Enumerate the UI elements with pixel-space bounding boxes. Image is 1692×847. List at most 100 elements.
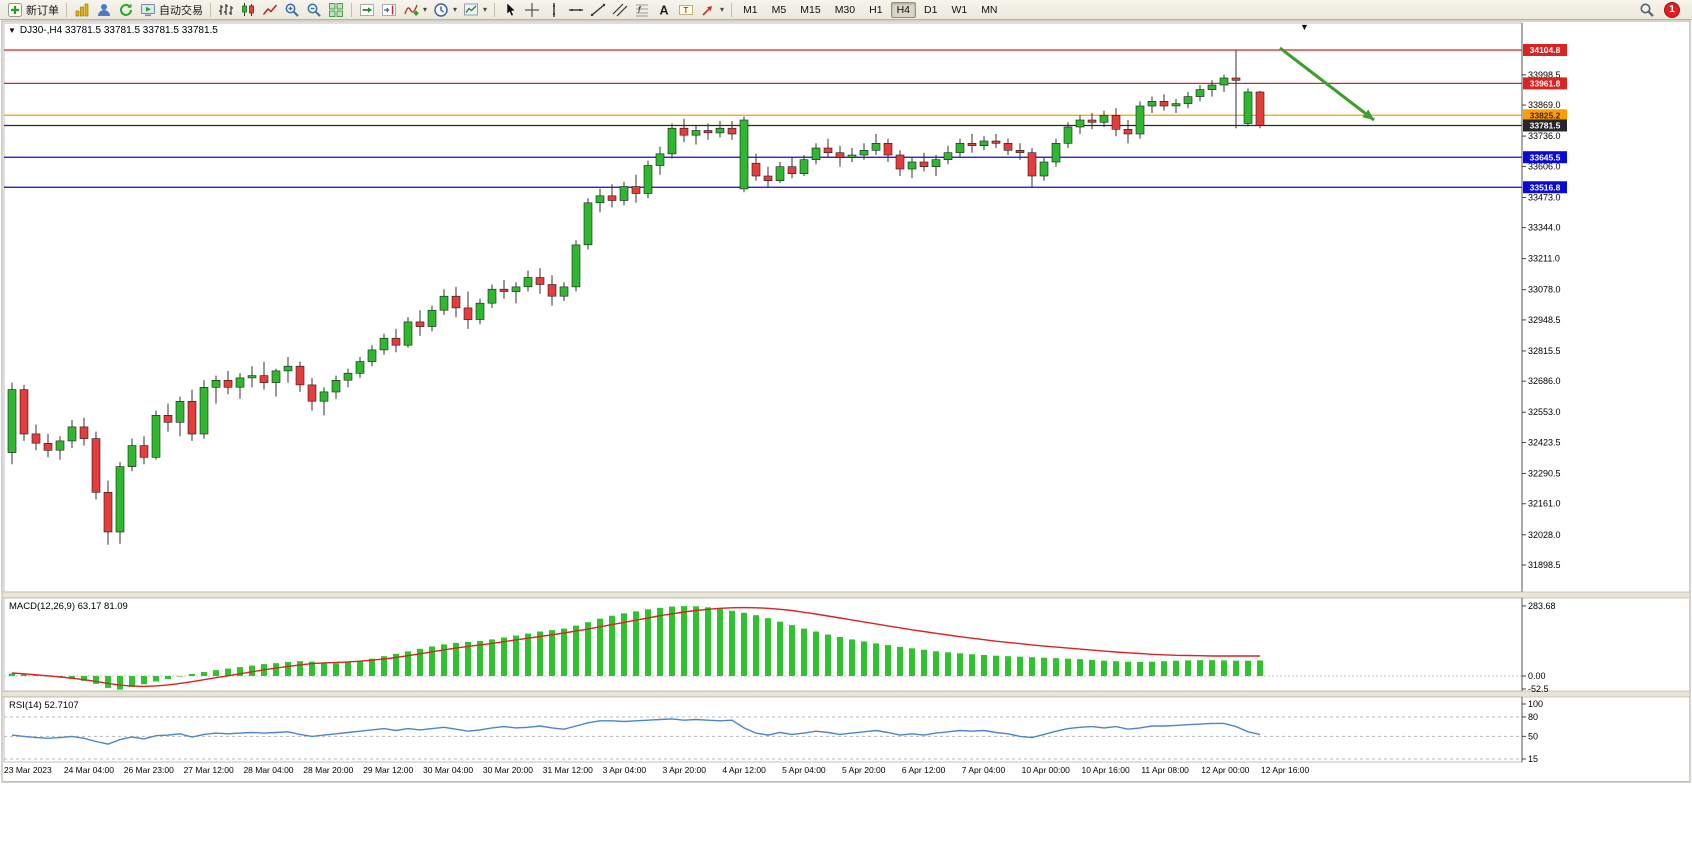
- toolbar-separator: [351, 2, 352, 17]
- svg-text:34104.8: 34104.8: [1530, 45, 1561, 55]
- trendline-button[interactable]: [587, 1, 609, 19]
- time-label: 4 Apr 12:00: [722, 765, 766, 775]
- panel-splitter[interactable]: [1, 591, 1691, 599]
- crosshair-button[interactable]: [521, 1, 543, 19]
- refresh-button[interactable]: [115, 1, 137, 19]
- search-button[interactable]: [1636, 1, 1658, 19]
- chart-shift-button[interactable]: [378, 1, 400, 19]
- toolbar-separator: [731, 2, 733, 17]
- trendline-icon: [590, 3, 606, 16]
- horizontal-line-button[interactable]: [565, 1, 587, 19]
- navigator-button[interactable]: [93, 1, 115, 19]
- svg-text:32948.5: 32948.5: [1528, 315, 1561, 325]
- macd-panel[interactable]: [3, 597, 1523, 692]
- svg-text:33473.0: 33473.0: [1528, 192, 1561, 202]
- market-watch-button[interactable]: [71, 1, 93, 19]
- vertical-line-button[interactable]: [543, 1, 565, 19]
- collapse-arrow-icon[interactable]: ▼: [1300, 22, 1309, 32]
- new-order-button[interactable]: 新订单: [4, 1, 62, 19]
- zoom-out-button[interactable]: [303, 1, 325, 19]
- candlestick-chart-button[interactable]: [237, 1, 259, 19]
- timeframe-mn-button[interactable]: MN: [981, 3, 998, 16]
- equidistant-channel-button[interactable]: [609, 1, 631, 19]
- svg-text:32553.0: 32553.0: [1528, 407, 1561, 417]
- macd-axis[interactable]: 283.68 0.00 -52.5: [1521, 598, 1556, 694]
- svg-text:32290.5: 32290.5: [1528, 469, 1561, 479]
- toolbar-separator: [66, 2, 67, 17]
- trend-arrow-annotation[interactable]: [1279, 46, 1375, 122]
- svg-text:32161.0: 32161.0: [1528, 499, 1561, 509]
- svg-text:33645.5: 33645.5: [1530, 152, 1561, 162]
- candlestick-chart-icon: [242, 2, 254, 16]
- timeframe-m30-button[interactable]: M30: [834, 3, 856, 16]
- new-order-label: 新订单: [26, 4, 59, 17]
- line-chart-button[interactable]: [259, 1, 281, 19]
- toolbar-separator: [210, 2, 211, 17]
- time-label: 11 Apr 08:00: [1141, 765, 1189, 775]
- price-axis[interactable]: 33998.5 33869.0 33736.0 33606.0 33473.0 33344…: [1521, 23, 1561, 592]
- svg-text:33869.0: 33869.0: [1528, 100, 1561, 110]
- timeframe-m5-button[interactable]: M5: [771, 3, 787, 16]
- zoom-out-icon: [307, 3, 321, 17]
- timeframe-h4-button[interactable]: H4: [890, 1, 916, 18]
- rsi-panel[interactable]: [3, 696, 1523, 763]
- cursor-button[interactable]: [499, 1, 521, 19]
- equidistant-channel-icon: [612, 3, 628, 16]
- tile-windows-button[interactable]: [325, 1, 347, 19]
- svg-text:15: 15: [1528, 754, 1538, 764]
- dropdown-caret-icon: ▾: [483, 5, 488, 14]
- timeframe-w1-button[interactable]: W1: [951, 3, 968, 16]
- main-plot-area[interactable]: [3, 22, 1523, 593]
- horizontal-level-lines[interactable]: [4, 49, 1522, 188]
- fibonacci-button[interactable]: f: [631, 1, 653, 19]
- refresh-icon: [120, 3, 132, 16]
- templates-button[interactable]: ▾: [460, 1, 490, 19]
- time-label: 5 Apr 04:00: [782, 765, 826, 775]
- time-label: 28 Mar 04:00: [243, 765, 294, 775]
- macd-signal-line: [11, 606, 1260, 688]
- macd-histogram: [9, 606, 1263, 690]
- auto-scroll-icon: [360, 3, 374, 16]
- dropdown-caret-icon: ▾: [423, 5, 428, 14]
- symbol-dropdown-icon[interactable]: ▼: [8, 26, 16, 35]
- text-label-button[interactable]: T: [675, 1, 697, 19]
- text-icon: A: [660, 3, 669, 17]
- time-label: 23 Mar 2023: [4, 765, 52, 775]
- time-label: 29 Mar 12:00: [363, 765, 414, 775]
- timeframe-m15-button[interactable]: M15: [800, 3, 821, 16]
- auto-trading-button[interactable]: 自动交易: [137, 1, 206, 19]
- periods-button[interactable]: ▾: [430, 1, 460, 19]
- bar-chart-button[interactable]: [215, 1, 237, 19]
- timeframe-m1-button[interactable]: M1: [743, 3, 758, 16]
- svg-text:33736.0: 33736.0: [1528, 131, 1561, 141]
- zoom-in-icon: [285, 3, 299, 17]
- svg-text:32423.5: 32423.5: [1528, 437, 1561, 447]
- zoom-in-button[interactable]: [281, 1, 303, 19]
- time-label: 30 Mar 20:00: [482, 765, 533, 775]
- svg-text:33078.0: 33078.0: [1528, 285, 1561, 295]
- horizontal-line-icon: [569, 8, 584, 11]
- arrows-button[interactable]: ▾: [697, 1, 727, 19]
- rsi-axis[interactable]: 100 80 50 15: [1521, 697, 1543, 764]
- auto-scroll-button[interactable]: [356, 1, 378, 19]
- panel-splitter[interactable]: [1, 690, 1691, 698]
- tile-windows-icon: [329, 2, 343, 17]
- text-label-icon: T: [679, 4, 693, 15]
- time-label: 12 Apr 00:00: [1201, 765, 1250, 775]
- svg-text:33998.5: 33998.5: [1528, 70, 1561, 80]
- insert-indicators-button[interactable]: ▾: [400, 1, 430, 19]
- svg-text:33825.2: 33825.2: [1530, 110, 1561, 120]
- toolbar-right-group: 1: [1636, 1, 1688, 19]
- notification-badge[interactable]: 1: [1664, 1, 1680, 18]
- crosshair-icon: [525, 2, 540, 17]
- time-axis[interactable]: 23 Mar 2023 24 Mar 04:00 26 Mar 23:00 27 Ma…: [0, 765, 1692, 781]
- svg-text:33344.0: 33344.0: [1528, 223, 1561, 233]
- cursor-icon: [506, 1, 516, 16]
- timeframe-d1-button[interactable]: D1: [924, 3, 938, 16]
- svg-text:33781.5: 33781.5: [1530, 121, 1561, 131]
- timeframe-h1-button[interactable]: H1: [869, 3, 883, 16]
- dropdown-caret-icon: ▾: [453, 5, 458, 14]
- text-button[interactable]: A: [653, 1, 675, 19]
